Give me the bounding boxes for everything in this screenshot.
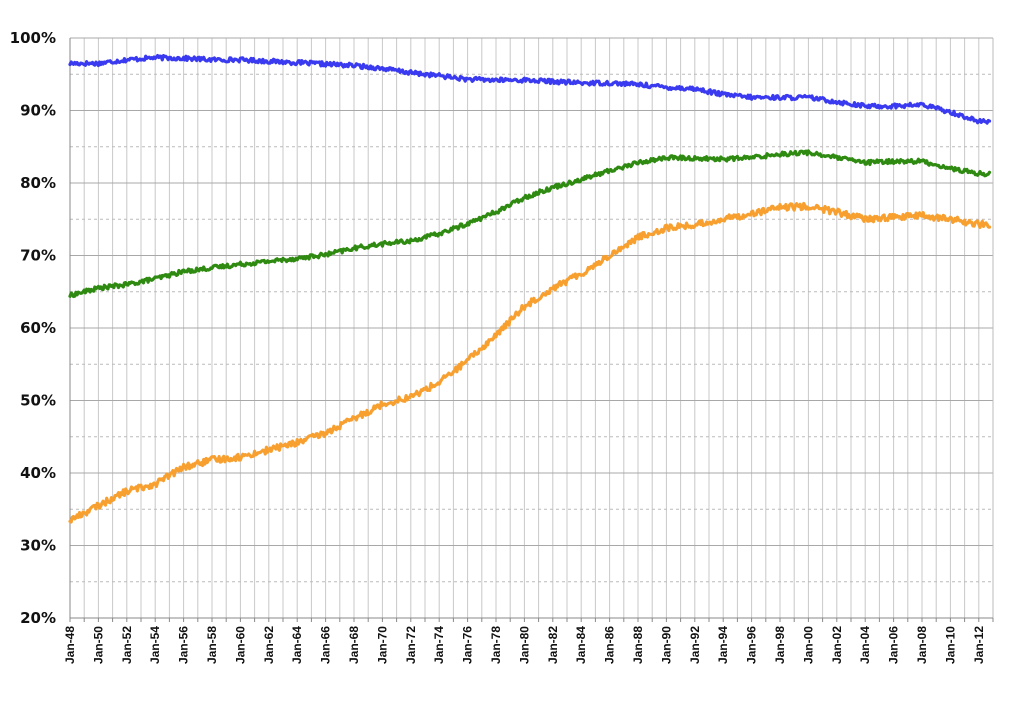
x-tick-label: Jan-90 [659, 626, 673, 664]
x-tick-label: Jan-80 [517, 626, 531, 664]
x-tick-label: Jan-00 [801, 626, 815, 664]
x-tick-label: Jan-72 [404, 626, 418, 664]
x-tick-label: Jan-58 [205, 626, 219, 664]
x-tick-label: Jan-94 [716, 626, 730, 664]
x-tick-label: Jan-74 [432, 626, 446, 664]
x-axis-ticks: Jan-48 Jan-50 Jan-52 Jan-54 Jan-56 Jan-58 Jan-… [63, 626, 986, 664]
x-tick-label: Jan-68 [347, 626, 361, 664]
x-tick-label: Jan-70 [375, 626, 389, 664]
x-tick-label: Jan-56 [177, 626, 191, 664]
x-tick-label: Jan-60 [233, 626, 247, 664]
x-tick-label: Jan-04 [858, 626, 872, 664]
y-tick-label: 50% [20, 392, 56, 410]
x-tick-label: Jan-88 [631, 626, 645, 664]
x-tick-label: Jan-76 [461, 626, 475, 664]
x-tick-label: Jan-78 [489, 626, 503, 664]
x-tick-label: Jan-84 [574, 626, 588, 664]
x-tick-label: Jan-66 [319, 626, 333, 664]
x-tick-label: Jan-12 [972, 626, 986, 664]
y-tick-label: 40% [20, 464, 56, 482]
series-lines [68, 54, 992, 524]
y-tick-label: 100% [10, 29, 56, 47]
x-tick-label: Jan-06 [887, 626, 901, 664]
axes [69, 38, 994, 622]
y-tick-label: 30% [20, 537, 56, 555]
series-line-3 [68, 201, 992, 524]
x-tick-label: Jan-54 [148, 626, 162, 664]
x-tick-label: Jan-98 [773, 626, 787, 664]
y-tick-label: 20% [20, 609, 56, 627]
x-tick-label: Jan-64 [290, 626, 304, 664]
series-line-2 [68, 149, 992, 299]
x-tick-label: Jan-08 [915, 626, 929, 664]
x-tick-label: Jan-52 [120, 626, 134, 664]
y-tick-label: 90% [20, 102, 56, 120]
x-tick-label: Jan-02 [830, 626, 844, 664]
y-axis-ticks: 20% 30% 40% 50% 60% 70% 80% 90% 100% [10, 29, 56, 627]
x-tick-label: Jan-50 [91, 626, 105, 664]
x-tick-label: Jan-62 [262, 626, 276, 664]
x-tick-label: Jan-96 [745, 626, 759, 664]
gridlines [70, 37, 993, 619]
series-line-1 [68, 54, 992, 125]
x-tick-label: Jan-48 [63, 626, 77, 664]
x-tick-label: Jan-82 [546, 626, 560, 664]
y-tick-label: 60% [20, 319, 56, 337]
x-tick-label: Jan-92 [688, 626, 702, 664]
x-tick-label: Jan-86 [603, 626, 617, 664]
x-tick-label: Jan-10 [943, 626, 957, 664]
y-tick-label: 80% [20, 174, 56, 192]
y-tick-label: 70% [20, 247, 56, 265]
